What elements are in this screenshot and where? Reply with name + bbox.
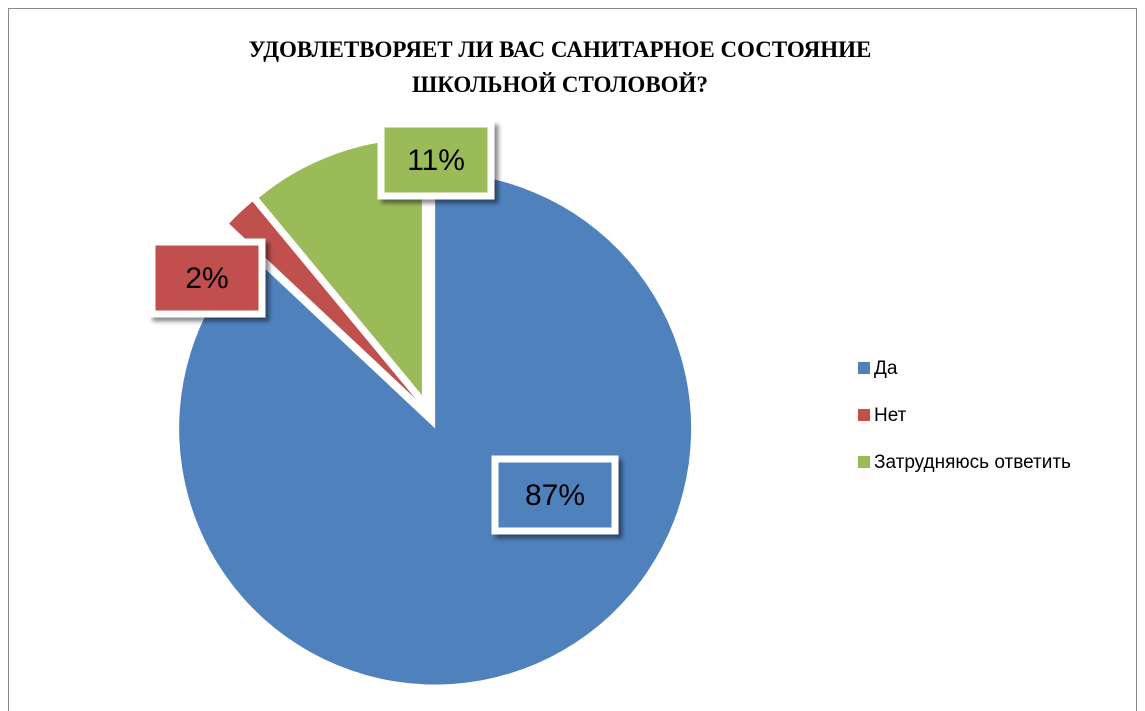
data-label-box [491, 455, 619, 535]
legend-swatch [858, 409, 870, 421]
pie-slice [179, 172, 692, 685]
data-label: 87% [525, 479, 585, 512]
data-label: 2% [185, 262, 228, 295]
legend-label: Затрудняюсь ответить [874, 452, 1071, 473]
legend-label: Да [874, 358, 898, 379]
legend-swatch [858, 456, 870, 468]
data-label: 11% [407, 144, 465, 177]
pie-slice [229, 201, 416, 399]
data-label-box [377, 120, 495, 200]
data-label-box [148, 238, 266, 318]
legend-swatch [858, 362, 870, 374]
legend-label: Нет [874, 405, 907, 426]
pie-slice [258, 139, 422, 396]
chart-title: УДОВЛЕТВОРЯЕТ ЛИ ВАС САНИТАРНОЕ СОСТОЯНИ… [248, 37, 872, 97]
